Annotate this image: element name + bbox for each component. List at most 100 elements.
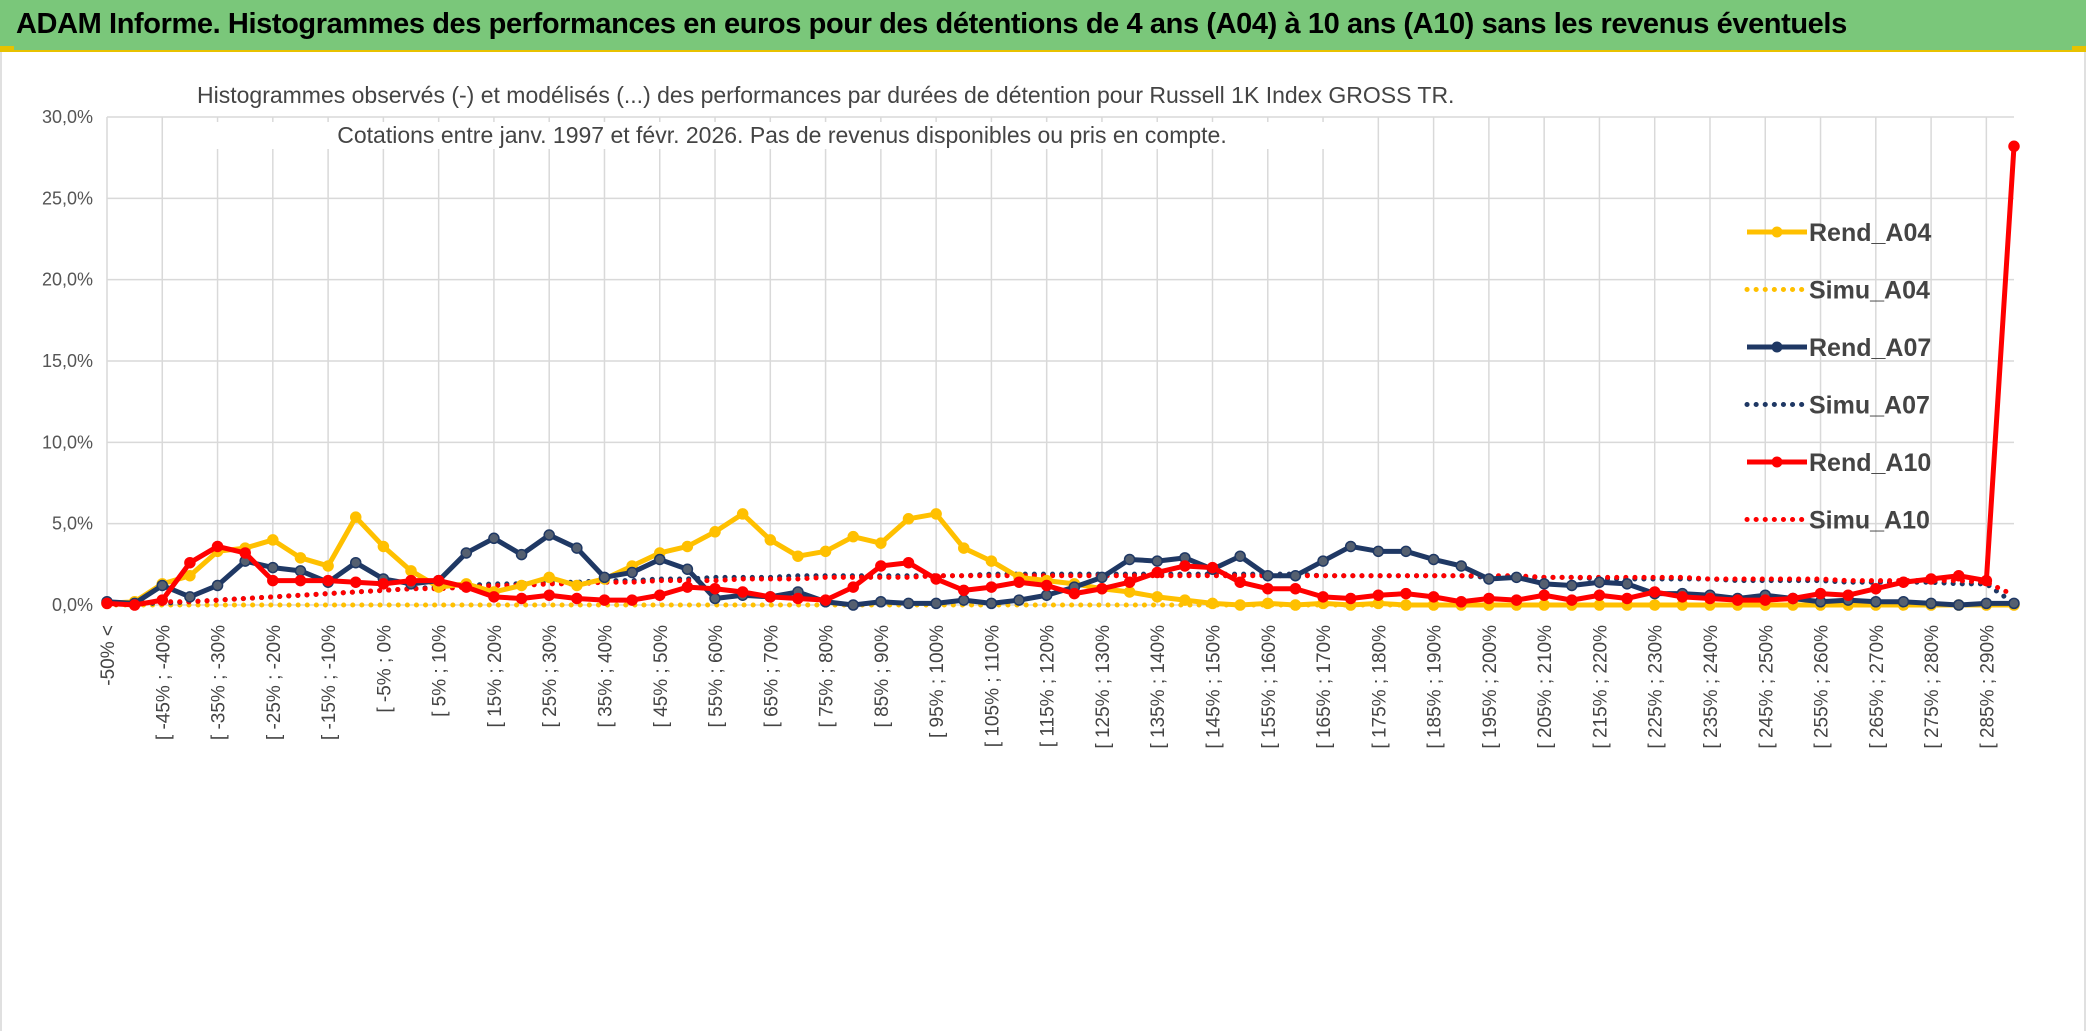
data-point [1151, 591, 1163, 603]
data-point [902, 513, 915, 525]
data-point [322, 560, 334, 572]
legend-marker [1771, 456, 1783, 468]
data-point [654, 553, 666, 566]
data-point [184, 569, 196, 582]
data-point [239, 547, 251, 559]
data-point [1096, 571, 1108, 584]
data-point [709, 592, 721, 605]
data-point [1787, 592, 1799, 605]
data-point [515, 548, 528, 561]
data-point [875, 560, 887, 572]
data-point [1566, 579, 1578, 592]
x-tick-label: [ 135% ; 140% [1148, 625, 1169, 749]
x-tick-label: [ 15% ; 20% [485, 625, 506, 728]
data-point [654, 589, 666, 601]
data-point [1593, 589, 1606, 601]
data-point [405, 565, 417, 577]
data-point [1317, 591, 1329, 603]
x-tick-label: [ -35% ; -30% [209, 625, 230, 740]
x-tick-label: [ 75% ; 80% [817, 625, 838, 728]
x-tick-label: [ 195% ; 200% [1480, 625, 1501, 749]
data-point [736, 508, 749, 520]
data-point [1206, 597, 1219, 610]
x-tick-label: [ 185% ; 190% [1425, 625, 1446, 749]
x-tick-label: [ 105% ; 110% [982, 625, 1003, 747]
data-point [294, 565, 307, 577]
legend-label: Rend_A07 [1809, 334, 1931, 362]
y-tick-label: 15,0% [42, 351, 93, 371]
data-point [1289, 582, 1302, 595]
data-point [1344, 540, 1357, 553]
data-point [930, 573, 942, 585]
data-point [1759, 594, 1772, 606]
data-point [1234, 599, 1246, 611]
data-point [709, 526, 721, 538]
data-point [1897, 576, 1910, 588]
x-tick-label: [ 265% ; 270% [1867, 625, 1888, 749]
x-tick-label: [ 85% ; 90% [872, 625, 893, 728]
data-point [1621, 578, 1633, 590]
data-point [1068, 587, 1081, 600]
series-line-Rend_A07 [106, 532, 2014, 608]
data-point [322, 574, 334, 587]
data-point [598, 594, 611, 606]
data-point [571, 579, 583, 592]
x-tick-label: [ 255% ; 260% [1812, 625, 1833, 749]
data-point [1538, 578, 1550, 590]
data-point [1289, 569, 1302, 582]
x-tick-label: [ 115% ; 120% [1038, 625, 1059, 747]
legend-item-Simu_A04: Simu_A04 [1744, 277, 1930, 305]
data-point [1206, 561, 1219, 574]
x-tick-label: [ 25% ; 30% [540, 625, 561, 728]
data-point [958, 584, 970, 597]
data-point [626, 594, 638, 606]
data-point [930, 508, 942, 520]
y-axis-ticks: 0,0% 5,0% 10,0% 15,0% 20,0% 25,0% 30,0% [42, 107, 93, 615]
data-point [571, 592, 583, 605]
data-point [792, 550, 804, 562]
data-point [875, 537, 887, 549]
x-tick-label: [ 285% ; 290% [1977, 625, 1998, 749]
data-point [681, 540, 694, 553]
data-point [1234, 576, 1246, 588]
x-tick-label: [ 35% ; 40% [595, 625, 616, 728]
data-point [875, 595, 887, 608]
x-tick-label: [ 125% ; 130% [1093, 625, 1114, 749]
data-point [792, 592, 804, 605]
data-point [1510, 594, 1523, 606]
x-tick-label: [ 45% ; 50% [651, 625, 672, 728]
data-point [1814, 587, 1827, 600]
data-point [985, 597, 998, 610]
data-point [1262, 569, 1274, 582]
data-point [1372, 589, 1385, 601]
data-point [1455, 595, 1467, 608]
legend-item-Rend_A10: Rend_A10 [1747, 449, 1931, 477]
series-Rend_A10 [101, 140, 2020, 611]
data-point [211, 579, 224, 592]
series-Simu_A10 [104, 573, 2017, 608]
data-point [681, 581, 694, 593]
data-point [460, 547, 473, 559]
series-line-Rend_A10 [106, 146, 2017, 608]
data-point [2008, 597, 2020, 610]
data-point [1648, 586, 1661, 598]
data-point [1013, 576, 1025, 588]
data-point [847, 581, 859, 593]
legend-label: Rend_A10 [1809, 449, 1931, 477]
data-point [543, 589, 555, 601]
data-point [294, 552, 307, 564]
data-point [902, 597, 915, 610]
data-point [377, 578, 390, 590]
x-tick-label: [ 245% ; 250% [1756, 625, 1777, 749]
data-point [1538, 599, 1550, 611]
data-point [1925, 597, 1937, 610]
data-point [1483, 573, 1495, 585]
data-point [1040, 589, 1053, 601]
data-point [184, 556, 196, 569]
data-point [1427, 553, 1440, 566]
legend-item-Simu_A10: Simu_A10 [1744, 507, 1930, 535]
data-point [1455, 560, 1467, 572]
data-point [1234, 550, 1246, 562]
data-point [1952, 599, 1965, 611]
data-point [958, 542, 970, 554]
